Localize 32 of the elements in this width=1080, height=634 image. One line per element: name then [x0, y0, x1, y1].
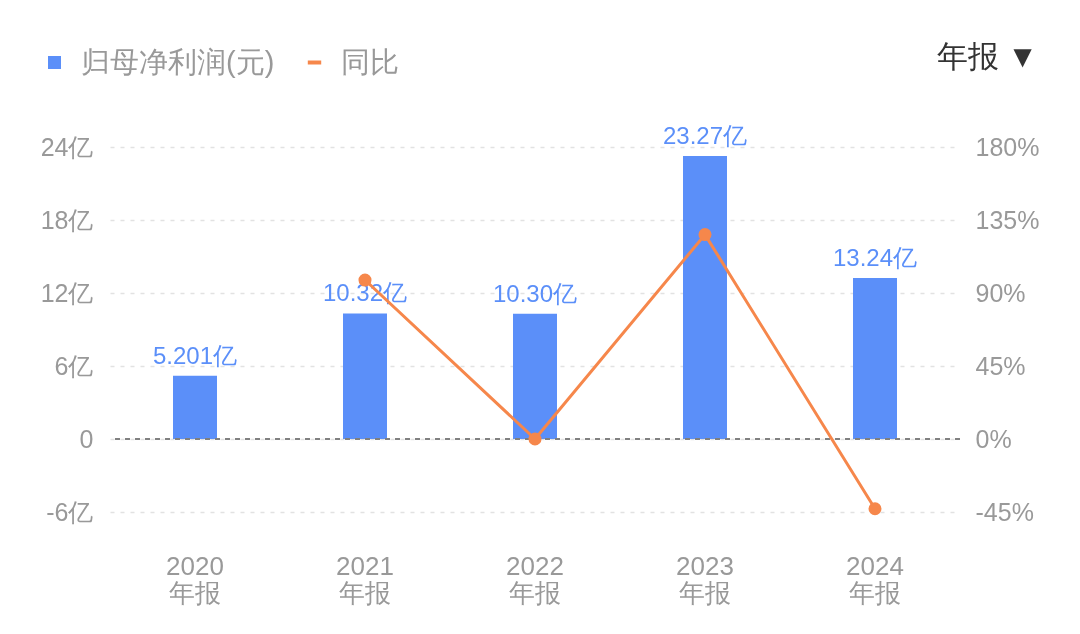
y-tick-label: 12亿	[40, 278, 94, 307]
y-tick-label: 6亿	[54, 351, 94, 380]
legend-label: 归母净利润(元)	[81, 45, 275, 78]
x-tick-label: 2023 年报	[676, 550, 734, 608]
bar	[513, 313, 557, 439]
legend-label: 同比	[341, 45, 399, 78]
x-tick-label: 2020 年报	[166, 550, 224, 608]
x-tick-label: 2024 年报	[846, 550, 904, 608]
y2-tick-label: 45%	[975, 351, 1026, 380]
y2-tick-label: 180%	[975, 132, 1040, 161]
data-label: 10.30亿	[492, 279, 578, 307]
bar	[343, 313, 387, 439]
y2-tick-label: 135%	[975, 205, 1040, 234]
point	[868, 502, 882, 516]
y-tick-label: 0	[79, 424, 94, 453]
data-label: 13.24亿	[832, 243, 918, 271]
y-tick-label: 18亿	[40, 205, 94, 234]
y2-tick-label: 90%	[975, 278, 1026, 307]
x-tick-label: 2021 年报	[336, 550, 394, 608]
bar	[853, 277, 897, 439]
x-tick-label: 2022 年报	[506, 550, 564, 608]
data-label: 5.201亿	[152, 341, 238, 369]
data-label: 23.27亿	[662, 121, 748, 149]
point	[528, 432, 542, 446]
bar	[683, 155, 727, 439]
y2-tick-label: 0%	[975, 424, 1012, 453]
y-tick-label: -6亿	[46, 497, 94, 526]
bar	[173, 375, 217, 439]
text: 年报 ▼	[936, 39, 1038, 74]
y2-tick-label: -45%	[975, 497, 1034, 526]
point	[698, 228, 712, 242]
y-tick-label: 24亿	[40, 132, 94, 161]
